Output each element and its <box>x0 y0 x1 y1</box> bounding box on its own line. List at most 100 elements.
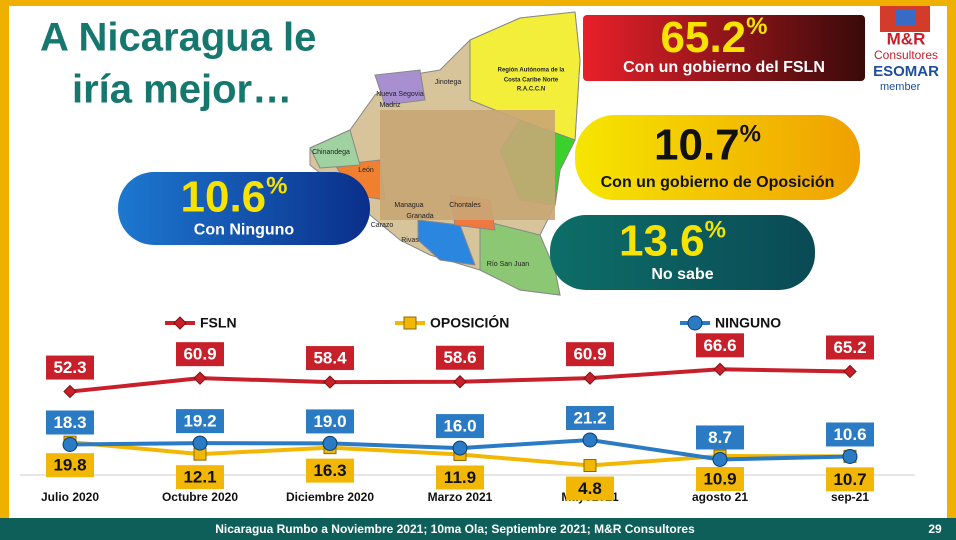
callout-number: 10.7 <box>654 120 740 169</box>
footer-text: Nicaragua Rumbo a Noviembre 2021; 10ma O… <box>215 522 695 536</box>
data-label: 58.6 <box>443 348 476 367</box>
logo <box>880 6 930 32</box>
map-label: R.A.C.C.N <box>517 87 545 93</box>
point <box>63 384 77 399</box>
callout-number: 65.2 <box>661 13 747 62</box>
map-label: Chinandega <box>312 149 350 156</box>
point <box>583 459 597 473</box>
photo <box>380 110 555 220</box>
data-label: 18.3 <box>53 413 86 432</box>
data-label-box <box>176 409 224 434</box>
map-region <box>309 129 361 169</box>
map-label: León <box>358 167 374 174</box>
data-label: 16.0 <box>443 417 476 436</box>
data-label: 60.9 <box>573 345 606 364</box>
legend-label: OPOSICIÓN <box>430 314 509 331</box>
x-tick-label: Diciembre 2020 <box>286 490 374 504</box>
point <box>843 364 857 379</box>
point <box>712 451 728 467</box>
x-tick-label: Julio 2020 <box>41 490 99 504</box>
point <box>452 440 468 456</box>
data-label-box <box>696 333 744 358</box>
map-label: Río San Juan <box>487 261 530 268</box>
data-label: 16.3 <box>313 461 346 480</box>
callout-unit: % <box>740 121 761 148</box>
callout-text: Con un gobierno del FSLN <box>623 59 825 76</box>
map-label: Granada <box>406 213 433 220</box>
map-label: Madriz <box>379 102 401 109</box>
map-region <box>469 11 581 141</box>
point <box>842 448 858 464</box>
map-label: Región Autónoma de la <box>498 68 565 74</box>
data-label: 10.9 <box>703 470 736 489</box>
title: A Nicaragua le <box>40 16 316 60</box>
data-label-box <box>566 342 614 367</box>
callout-text: Con Ninguno <box>194 222 295 239</box>
data-label-box <box>306 458 354 483</box>
callout-box <box>583 15 865 81</box>
logo-icon <box>895 10 915 26</box>
logo-brand: M&R <box>887 29 926 48</box>
point <box>322 435 338 451</box>
data-label: 4.8 <box>578 479 602 498</box>
data-label-box <box>46 410 94 435</box>
data-label-box <box>46 453 94 478</box>
data-label: 52.3 <box>53 358 86 377</box>
legend-label: NINGUNO <box>715 315 781 331</box>
callout-box <box>575 115 860 200</box>
data-label: 19.8 <box>53 456 86 475</box>
data-label-box <box>696 467 744 492</box>
footer-band <box>0 518 956 540</box>
data-label: 19.0 <box>313 412 346 431</box>
callout-unit: % <box>705 217 726 244</box>
callout-number: 10.6 <box>181 172 267 221</box>
callout-value: 65.2% <box>661 13 768 62</box>
data-label-box <box>566 405 614 430</box>
data-label: 11.9 <box>444 468 476 487</box>
data-label-box <box>696 425 744 450</box>
callout-value: 10.6% <box>181 172 288 221</box>
x-tick-label: Marzo 2021 <box>428 490 493 504</box>
data-label-box <box>826 335 874 360</box>
callout-box <box>118 172 370 245</box>
legend-label: FSLN <box>200 315 237 331</box>
x-tick-label: agosto 21 <box>692 490 748 504</box>
point <box>687 315 703 331</box>
page-number: 29 <box>928 522 942 536</box>
map-region <box>374 69 426 106</box>
data-label-box <box>826 467 874 492</box>
point <box>62 437 78 453</box>
map-label: Costa Caribe Norte <box>504 78 559 84</box>
callout-unit: % <box>266 173 287 200</box>
map-label: Nueva Segovia <box>376 91 424 98</box>
logo-company: Consultores <box>874 48 938 62</box>
data-label: 12.1 <box>183 468 216 487</box>
map-label: Jinotega <box>435 79 462 86</box>
map-lake <box>417 219 476 266</box>
data-label-box <box>436 345 484 370</box>
callout-text: Con un gobierno de Oposición <box>601 174 835 191</box>
map-label: Carazo <box>371 222 394 229</box>
data-label: 60.9 <box>183 345 216 364</box>
logo-membership: member <box>880 81 921 93</box>
data-label-box <box>176 465 224 490</box>
x-tick-label: Octubre 2020 <box>162 490 238 504</box>
callout-unit: % <box>746 13 767 40</box>
point <box>713 362 727 377</box>
callout-number: 13.6 <box>619 216 705 265</box>
title: iría mejor… <box>72 68 292 112</box>
data-label-box <box>826 422 874 447</box>
point <box>192 435 208 451</box>
data-label-box <box>46 355 94 380</box>
map-label: Managua <box>394 202 423 209</box>
data-label: 58.4 <box>313 349 347 368</box>
point <box>582 432 598 448</box>
data-label: 8.7 <box>708 428 732 447</box>
point <box>323 375 337 389</box>
data-label-box <box>176 342 224 367</box>
data-label-box <box>436 465 484 490</box>
data-label-box <box>566 476 614 501</box>
point <box>193 371 207 385</box>
data-label: 10.6 <box>833 425 866 444</box>
